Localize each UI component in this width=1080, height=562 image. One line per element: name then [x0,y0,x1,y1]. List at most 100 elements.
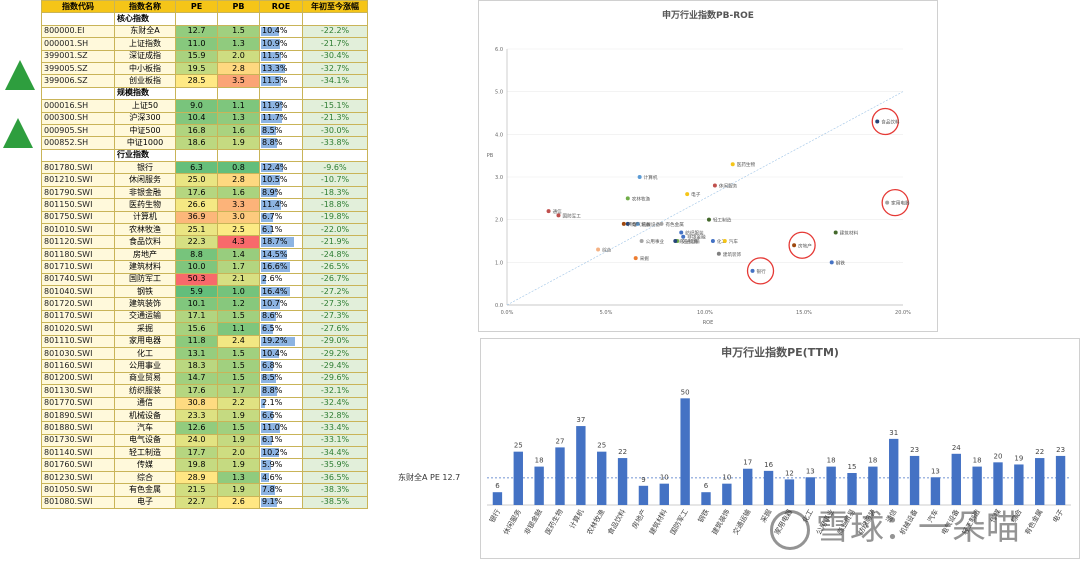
point-label: 建筑装饰 [723,251,742,258]
pe-bar [659,483,669,505]
pe-cell: 17.6 [175,185,218,200]
index-code: 801110.SWI [41,334,115,348]
roe-databar [261,472,270,483]
roe-value: 11.9% [262,100,288,110]
pb-cell: 2.8 [217,173,260,187]
pb-cell: 1.9 [217,433,260,448]
table-row: 801790.SWI 非银金融 17.6 1.6 8.9% -18.3% [41,185,368,200]
table-row: 801130.SWI 纺织服装 17.6 1.7 8.8% -32.1% [41,384,368,398]
bar-value-label: 13 [931,467,940,475]
pe-cell: 18.6 [175,136,218,150]
pe-cell: 50.3 [175,272,218,287]
category-label: 交通运输 [731,508,753,537]
category-label: 计算机 [567,508,585,531]
index-code: 000016.SH [41,99,115,113]
point-label: 商业贸易 [679,238,698,245]
index-name: 计算机 [114,210,176,225]
table-row: 801080.SWI 电子 22.7 2.6 9.1% -38.5% [41,495,368,510]
pe-cell: 19.8 [175,458,218,472]
roe-databar [261,101,283,111]
table-row: 801010.SWI 农林牧渔 25.1 2.5 6.1% -22.0% [41,223,368,237]
pe-bar [784,479,795,505]
data-point [706,217,711,222]
ytd-change: -32.7% [302,61,368,76]
pb-cell: 1.5 [217,359,260,373]
table-row: 801780.SWI 银行 6.3 0.8 12.4% -9.6% [41,161,368,175]
roe-cell: 8.9% [259,185,303,200]
category-label: 休闲服务 [501,508,523,537]
section-spacer [217,86,260,101]
pb-cell: 1.5 [217,371,260,386]
roe-databar [261,39,281,49]
roe-cell: 2.6% [259,272,303,287]
pb-cell: 1.3 [217,111,260,125]
point-label: 化工 [717,238,727,245]
roe-databar [261,225,272,235]
index-name: 化工 [114,346,176,361]
pe-cell: 9.0 [175,99,218,113]
table-row: 801890.SWI 机械设备 23.3 1.9 6.6% -32.8% [41,408,368,423]
highlight-circle [881,188,909,217]
data-point [716,251,721,256]
section-spacer [41,148,115,163]
bar-value-label: 37 [576,416,585,424]
x-tick-label: 5.0% [600,310,613,316]
column-header: 指数代码 [41,0,115,14]
table-row: 000905.SH 中证500 16.8 1.6 8.5% -30.0% [41,123,368,138]
pb-cell: 1.6 [217,123,260,138]
roe-databar [261,485,275,495]
roe-value: 6.7% [262,212,283,222]
category-label: 建筑装饰 [710,508,732,537]
pe-bar [1035,458,1045,505]
roe-value: 10.4% [262,26,288,36]
index-name: 建筑装饰 [114,297,176,311]
ytd-change: -34.4% [302,446,368,460]
section-spacer [302,86,368,101]
bar-value-label: 23 [910,446,919,454]
pe-bar [826,466,836,505]
pe-cell: 25.0 [175,173,218,187]
point-label: 综合 [602,247,612,254]
pe-cell: 25.1 [175,223,218,237]
table-row: 000001.SH 上证指数 11.0 1.3 10.9% -21.7% [41,37,368,51]
roe-value: 11.5% [262,76,288,86]
index-code: 801050.SWI [41,483,115,497]
data-point [681,234,686,239]
section-spacer [41,86,115,101]
point-label: 非银金融 [687,234,706,241]
ytd-change: -38.5% [302,495,368,510]
index-code: 801180.SWI [41,247,115,262]
pe-bar [597,451,607,505]
ytd-change: -32.4% [302,396,368,410]
data-point [722,239,727,243]
pe-cell: 23.3 [175,408,218,423]
bar-value-label: 18 [868,457,877,465]
pe-cell: 15.6 [175,322,218,336]
point-label: 机械设备 [642,221,661,228]
bar-value-label: 18 [973,457,982,465]
pb-cell: 0.8 [217,161,260,175]
highlight-circle [788,231,816,259]
pe-bar [868,466,878,505]
section-spacer [259,148,303,163]
index-name: 食品饮料 [114,235,176,249]
pe-bar [555,447,565,505]
ytd-change: -29.4% [302,359,368,373]
table-row: 801170.SWI 交通运输 17.1 1.5 8.6% -27.3% [41,309,368,324]
data-point [829,260,834,265]
roe-databar [261,138,277,148]
ytd-change: -27.2% [302,284,368,299]
x-tick-label: 20.0% [895,310,911,316]
data-point [625,221,630,226]
reference-line-label: 东财全A PE 12.7 [398,472,461,482]
index-code: 801890.SWI [41,408,115,423]
point-label: 有色金属 [665,221,684,228]
column-header: 指数名称 [114,0,176,14]
roe-databar [261,299,280,309]
roe-value: 7.8% [262,484,283,494]
bar-value-label: 25 [597,442,606,450]
roe-value: 8.9% [262,187,283,197]
table-row: 801040.SWI 钢铁 5.9 1.0 16.4% -27.2% [41,284,368,299]
pb-cell: 2.2 [217,396,260,410]
index-name: 中小板指 [114,61,176,76]
